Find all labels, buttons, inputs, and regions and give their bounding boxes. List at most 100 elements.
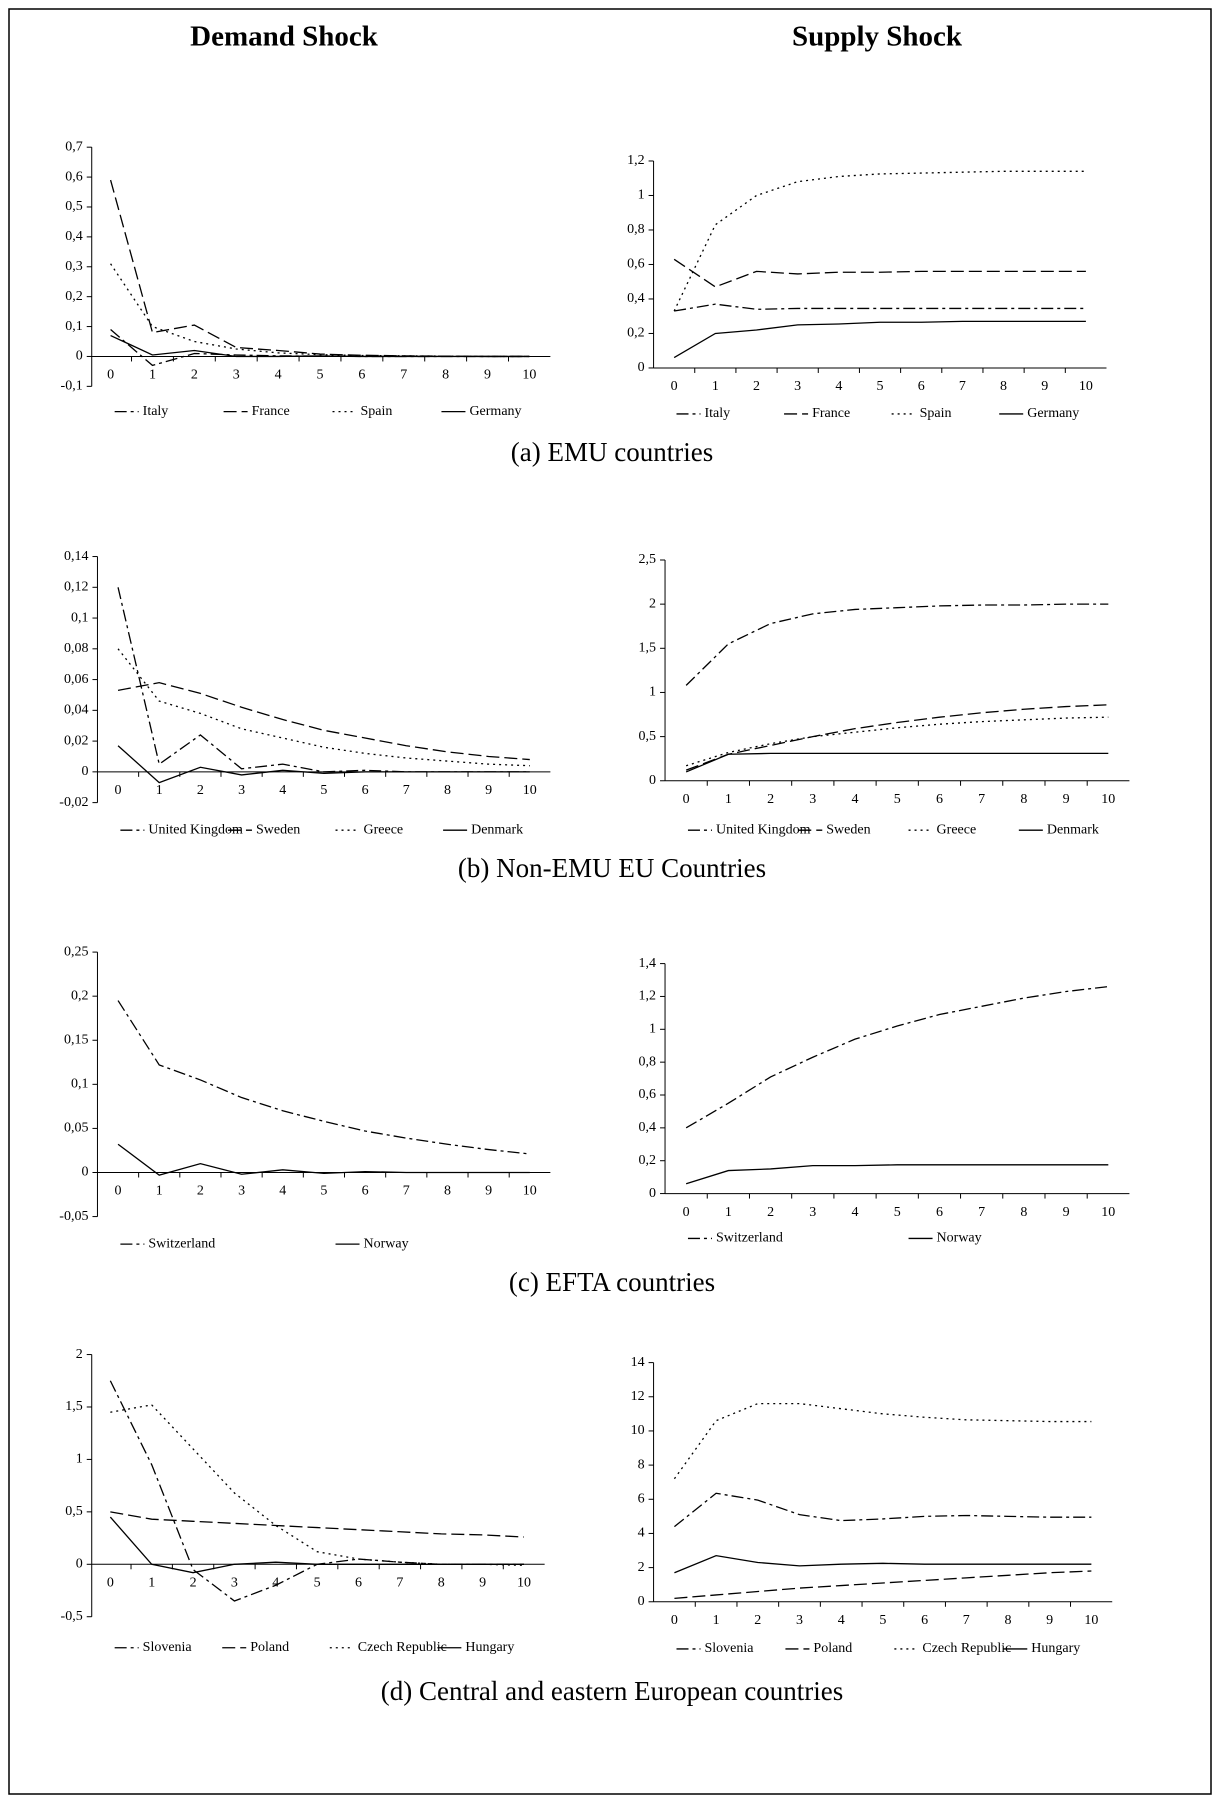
series-line: [110, 334, 530, 358]
x-tick-label: 4: [852, 1205, 859, 1220]
y-tick-label: 0,2: [65, 289, 83, 304]
legend-label: Germany: [1027, 406, 1079, 421]
y-tick-label: 1,2: [639, 989, 657, 1004]
series-line: [674, 303, 1086, 312]
panel-caption: (d) Central and eastern European countri…: [381, 1676, 844, 1706]
y-tick-label: 6: [638, 1491, 645, 1506]
y-tick-label: 0: [649, 1186, 656, 1201]
y-tick-label: 0: [81, 764, 88, 779]
series-line: [117, 681, 530, 761]
series-line: [110, 1511, 524, 1538]
frame: [8, 8, 1212, 1795]
x-tick-label: 1: [725, 792, 732, 807]
x-tick-label: 5: [314, 1576, 321, 1591]
legend-label: Switzerland: [148, 1236, 215, 1251]
series-line: [117, 1143, 530, 1176]
y-tick-label: 0,3: [65, 259, 83, 274]
legend-label: Greece: [937, 822, 977, 837]
x-tick-label: 1: [148, 1576, 155, 1591]
y-tick-label: 0,1: [65, 319, 83, 334]
y-tick-label: -0,5: [61, 1609, 83, 1624]
x-tick-label: 0: [671, 1613, 678, 1628]
panel-caption: (a) EMU countries: [511, 437, 713, 467]
y-tick-label: 1: [76, 1452, 83, 1467]
x-tick-label: 6: [362, 1184, 369, 1199]
x-tick-label: 10: [1084, 1613, 1098, 1628]
x-tick-label: 2: [767, 1205, 774, 1220]
x-tick-label: 3: [809, 792, 816, 807]
y-tick-label: 0: [638, 360, 645, 375]
x-tick-label: 4: [838, 1613, 845, 1628]
y-tick-label: 1: [649, 685, 656, 700]
x-tick-label: 8: [442, 368, 449, 383]
y-tick-label: 0,8: [627, 222, 645, 237]
legend-label: Norway: [364, 1236, 409, 1251]
x-tick-label: 8: [438, 1576, 445, 1591]
legend-label: Poland: [250, 1640, 289, 1655]
y-tick-label: 0,02: [64, 733, 89, 748]
x-tick-label: 8: [1020, 792, 1027, 807]
y-tick-label: 1,5: [639, 641, 657, 656]
legend-label: Switzerland: [716, 1231, 783, 1246]
y-tick-label: 8: [638, 1457, 645, 1472]
x-tick-label: 3: [238, 783, 245, 798]
x-tick-label: 2: [190, 1576, 197, 1591]
x-tick-label: 3: [233, 368, 240, 383]
x-tick-label: 5: [320, 1184, 327, 1199]
x-tick-label: 10: [523, 783, 537, 798]
x-tick-label: 10: [517, 1576, 531, 1591]
x-tick-label: 7: [959, 379, 966, 394]
x-tick-label: 2: [767, 792, 774, 807]
x-tick-label: 4: [835, 379, 842, 394]
x-tick-label: 7: [403, 1184, 410, 1199]
panel-caption: (b) Non-EMU EU Countries: [458, 853, 766, 883]
x-tick-label: 1: [149, 368, 156, 383]
y-tick-label: 0: [76, 1557, 83, 1572]
y-tick-label: 0,6: [639, 1087, 657, 1102]
y-tick-label: 14: [631, 1355, 645, 1370]
x-tick-label: 10: [523, 1184, 537, 1199]
x-tick-label: 1: [156, 783, 163, 798]
series-line: [673, 320, 1086, 359]
series-line: [117, 1000, 530, 1155]
y-tick-label: 0,8: [639, 1054, 657, 1069]
x-tick-label: 8: [444, 1184, 451, 1199]
series-line: [674, 1492, 1092, 1528]
series-line: [110, 263, 530, 358]
series-line: [673, 1402, 1092, 1480]
y-tick-label: 0,08: [64, 641, 89, 656]
series-line: [674, 1554, 1092, 1574]
x-tick-label: 0: [683, 792, 690, 807]
y-tick-label: 0,4: [627, 291, 645, 306]
y-tick-label: 1,4: [639, 956, 657, 971]
y-tick-label: -0,05: [59, 1209, 88, 1224]
x-tick-label: 9: [1063, 1205, 1070, 1220]
legend-label: Poland: [813, 1641, 852, 1656]
x-tick-label: 5: [317, 368, 324, 383]
y-tick-label: 0,06: [64, 672, 89, 687]
x-tick-label: 4: [279, 783, 286, 798]
x-tick-label: 6: [936, 1205, 943, 1220]
y-tick-label: 0,4: [65, 229, 83, 244]
x-tick-label: 9: [1063, 792, 1070, 807]
y-tick-label: 1: [649, 1022, 656, 1037]
x-tick-label: 3: [794, 379, 801, 394]
series-line: [117, 745, 530, 784]
x-tick-label: 5: [879, 1613, 886, 1628]
legend-label: Slovenia: [705, 1641, 755, 1656]
x-tick-label: 10: [522, 368, 536, 383]
y-tick-label: 1,2: [627, 153, 645, 168]
y-tick-label: 0: [81, 1165, 88, 1180]
x-tick-label: 3: [809, 1205, 816, 1220]
y-tick-label: 0,15: [64, 1032, 89, 1047]
x-tick-label: 6: [918, 379, 925, 394]
x-tick-label: 3: [231, 1576, 238, 1591]
x-tick-label: 1: [713, 1613, 720, 1628]
x-tick-label: 9: [1046, 1613, 1053, 1628]
x-tick-label: 7: [403, 783, 410, 798]
y-tick-label: 0: [649, 773, 656, 788]
x-tick-label: 2: [753, 379, 760, 394]
x-tick-label: 9: [485, 1184, 492, 1199]
panel-caption: (c) EFTA countries: [509, 1267, 715, 1297]
